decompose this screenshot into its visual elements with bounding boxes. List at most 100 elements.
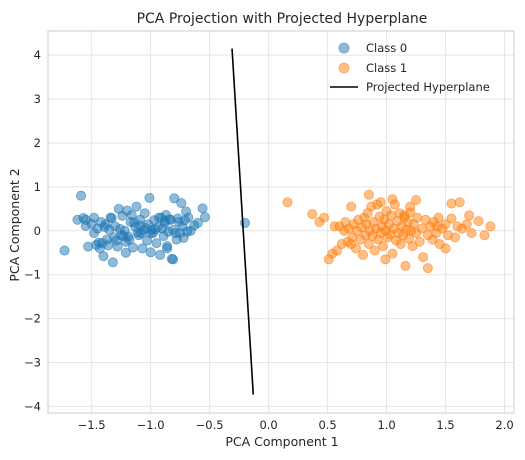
class-0-point	[131, 201, 142, 212]
class-1-point	[395, 238, 406, 249]
class-1-point	[282, 197, 293, 208]
class-1-point	[461, 219, 472, 230]
class-0-point	[199, 212, 210, 223]
class-0-point	[107, 257, 118, 268]
class-0-point	[76, 190, 87, 201]
class-1-point	[473, 216, 484, 227]
y-tick-label: −4	[24, 399, 41, 413]
plot-frame	[47, 30, 515, 414]
y-tick-label: −2	[24, 312, 41, 326]
class-0-point	[120, 236, 131, 247]
class-0-point	[173, 216, 184, 227]
class-0-point	[103, 240, 114, 251]
hyperplane-line	[231, 48, 255, 395]
class-1-point	[378, 241, 389, 252]
class-1-point	[432, 221, 443, 232]
y-tick-label: 3	[34, 92, 41, 106]
x-tick-label: 1.5	[436, 418, 454, 432]
y-tick-label: 1	[34, 180, 41, 194]
class-0-point	[99, 221, 110, 232]
class-1-point	[407, 241, 418, 252]
class-0-point	[168, 254, 179, 265]
class-1-point	[418, 252, 429, 263]
x-ticks: −1.5 −1.0 −0.5 0.0 0.5 1.0 1.5 2.0	[78, 418, 514, 432]
class-0-point	[139, 208, 150, 219]
class-1-point	[464, 210, 475, 221]
class-0-point	[192, 217, 203, 228]
class-1-points	[282, 189, 496, 274]
class-0-point	[135, 220, 146, 231]
y-axis-label: PCA Component 2	[7, 168, 22, 281]
class-0-point	[155, 249, 166, 260]
class-1-point	[446, 213, 457, 224]
class-0-point	[176, 198, 187, 209]
class-0-point	[83, 241, 94, 252]
class-1-point	[399, 210, 410, 221]
class-1-point	[446, 198, 457, 209]
class-0-point	[170, 227, 181, 238]
class-1-point	[346, 201, 357, 212]
x-tick-label: −1.0	[137, 418, 165, 432]
class-0-point	[169, 193, 180, 204]
x-tick-label: 0.5	[318, 418, 336, 432]
x-axis-label: PCA Component 1	[225, 434, 338, 449]
class-1-point	[375, 197, 386, 208]
class-1-point	[319, 212, 330, 223]
x-tick-label: −1.5	[78, 418, 106, 432]
class-1-point	[414, 236, 425, 247]
class-0-point	[197, 203, 208, 214]
hyperplane-line-group	[231, 48, 255, 395]
y-tick-label: 0	[34, 224, 41, 238]
class-0-point	[89, 212, 100, 223]
class-0-point	[144, 192, 155, 203]
class-0-point	[151, 238, 162, 249]
class-1-point	[485, 221, 496, 232]
chart-title: PCA Projection with Projected Hyperplane	[137, 11, 428, 27]
class-0-point	[162, 243, 173, 254]
legend-label-class-0: Class 0	[366, 41, 407, 55]
legend-marker-class-0	[338, 42, 350, 54]
class-1-point	[479, 230, 490, 241]
class-0-point	[145, 247, 156, 258]
class-1-point	[380, 254, 391, 265]
class-0-point	[120, 247, 131, 258]
y-tick-label: 2	[34, 136, 41, 150]
y-ticks: −4 −3 −2 −1 0 1 2 3 4	[24, 48, 41, 413]
class-1-point	[387, 248, 398, 259]
class-1-point	[400, 260, 411, 271]
class-1-point	[422, 263, 433, 274]
y-tick-label: −3	[24, 356, 41, 370]
class-1-point	[440, 243, 451, 254]
class-0-point	[98, 251, 109, 262]
legend-marker-class-1	[338, 62, 350, 74]
class-1-point	[363, 189, 374, 200]
class-0-point	[137, 243, 148, 254]
legend-label-class-1: Class 1	[366, 61, 407, 75]
class-0-point	[93, 237, 104, 248]
class-0-point	[59, 245, 70, 256]
y-tick-label: −1	[24, 268, 41, 282]
class-0-point	[80, 214, 91, 225]
class-1-point	[357, 249, 368, 260]
class-1-point	[405, 201, 416, 212]
class-0-point	[105, 212, 116, 223]
class-0-point	[109, 232, 120, 243]
class-1-point	[412, 212, 423, 223]
legend-label-hyperplane: Projected Hyperplane	[366, 80, 490, 94]
class-1-point	[433, 212, 444, 223]
class-0-point	[145, 228, 156, 239]
y-tick-label: 4	[34, 48, 41, 62]
class-1-point	[450, 232, 461, 243]
class-0-points	[59, 190, 251, 268]
class-1-point	[387, 194, 398, 205]
x-tick-label: −0.5	[196, 418, 224, 432]
class-1-point	[466, 227, 477, 238]
class-0-point	[183, 212, 194, 223]
x-tick-label: 0.0	[259, 418, 277, 432]
class-1-point	[369, 245, 380, 256]
x-tick-label: 1.0	[377, 418, 395, 432]
class-1-point	[307, 209, 318, 220]
class-1-point	[346, 238, 357, 249]
class-1-point	[454, 197, 465, 208]
